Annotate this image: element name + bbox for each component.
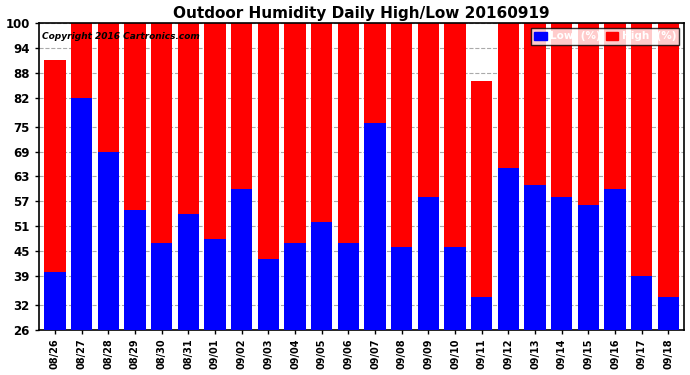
Bar xyxy=(604,189,626,330)
Bar xyxy=(177,23,199,330)
Bar xyxy=(578,206,599,330)
Title: Outdoor Humidity Daily High/Low 20160919: Outdoor Humidity Daily High/Low 20160919 xyxy=(173,6,550,21)
Bar xyxy=(417,23,439,330)
Bar xyxy=(417,197,439,330)
Bar xyxy=(71,98,92,330)
Bar xyxy=(364,123,386,330)
Bar xyxy=(231,23,253,330)
Bar xyxy=(471,297,493,330)
Bar xyxy=(71,23,92,330)
Bar xyxy=(284,243,306,330)
Bar xyxy=(551,23,573,330)
Bar xyxy=(151,243,172,330)
Bar xyxy=(204,23,226,330)
Bar xyxy=(444,247,466,330)
Bar xyxy=(177,214,199,330)
Bar xyxy=(124,23,146,330)
Bar xyxy=(44,272,66,330)
Bar xyxy=(497,23,519,330)
Bar xyxy=(337,23,359,330)
Bar xyxy=(444,23,466,330)
Text: Copyright 2016 Cartronics.com: Copyright 2016 Cartronics.com xyxy=(42,32,200,41)
Bar xyxy=(524,184,546,330)
Bar xyxy=(364,23,386,330)
Bar xyxy=(471,81,493,330)
Bar xyxy=(578,23,599,330)
Bar xyxy=(311,222,333,330)
Bar xyxy=(151,23,172,330)
Bar xyxy=(391,23,413,330)
Bar xyxy=(257,259,279,330)
Bar xyxy=(604,23,626,330)
Bar xyxy=(631,276,653,330)
Bar xyxy=(631,23,653,330)
Bar xyxy=(98,152,119,330)
Legend: Low  (%), High  (%): Low (%), High (%) xyxy=(531,28,679,45)
Bar xyxy=(124,210,146,330)
Bar xyxy=(658,23,679,330)
Bar xyxy=(204,238,226,330)
Bar xyxy=(311,23,333,330)
Bar xyxy=(337,243,359,330)
Bar xyxy=(284,23,306,330)
Bar xyxy=(524,23,546,330)
Bar xyxy=(391,247,413,330)
Bar xyxy=(497,168,519,330)
Bar xyxy=(257,23,279,330)
Bar xyxy=(231,189,253,330)
Bar xyxy=(551,197,573,330)
Bar xyxy=(658,297,679,330)
Bar xyxy=(44,60,66,330)
Bar xyxy=(98,23,119,330)
